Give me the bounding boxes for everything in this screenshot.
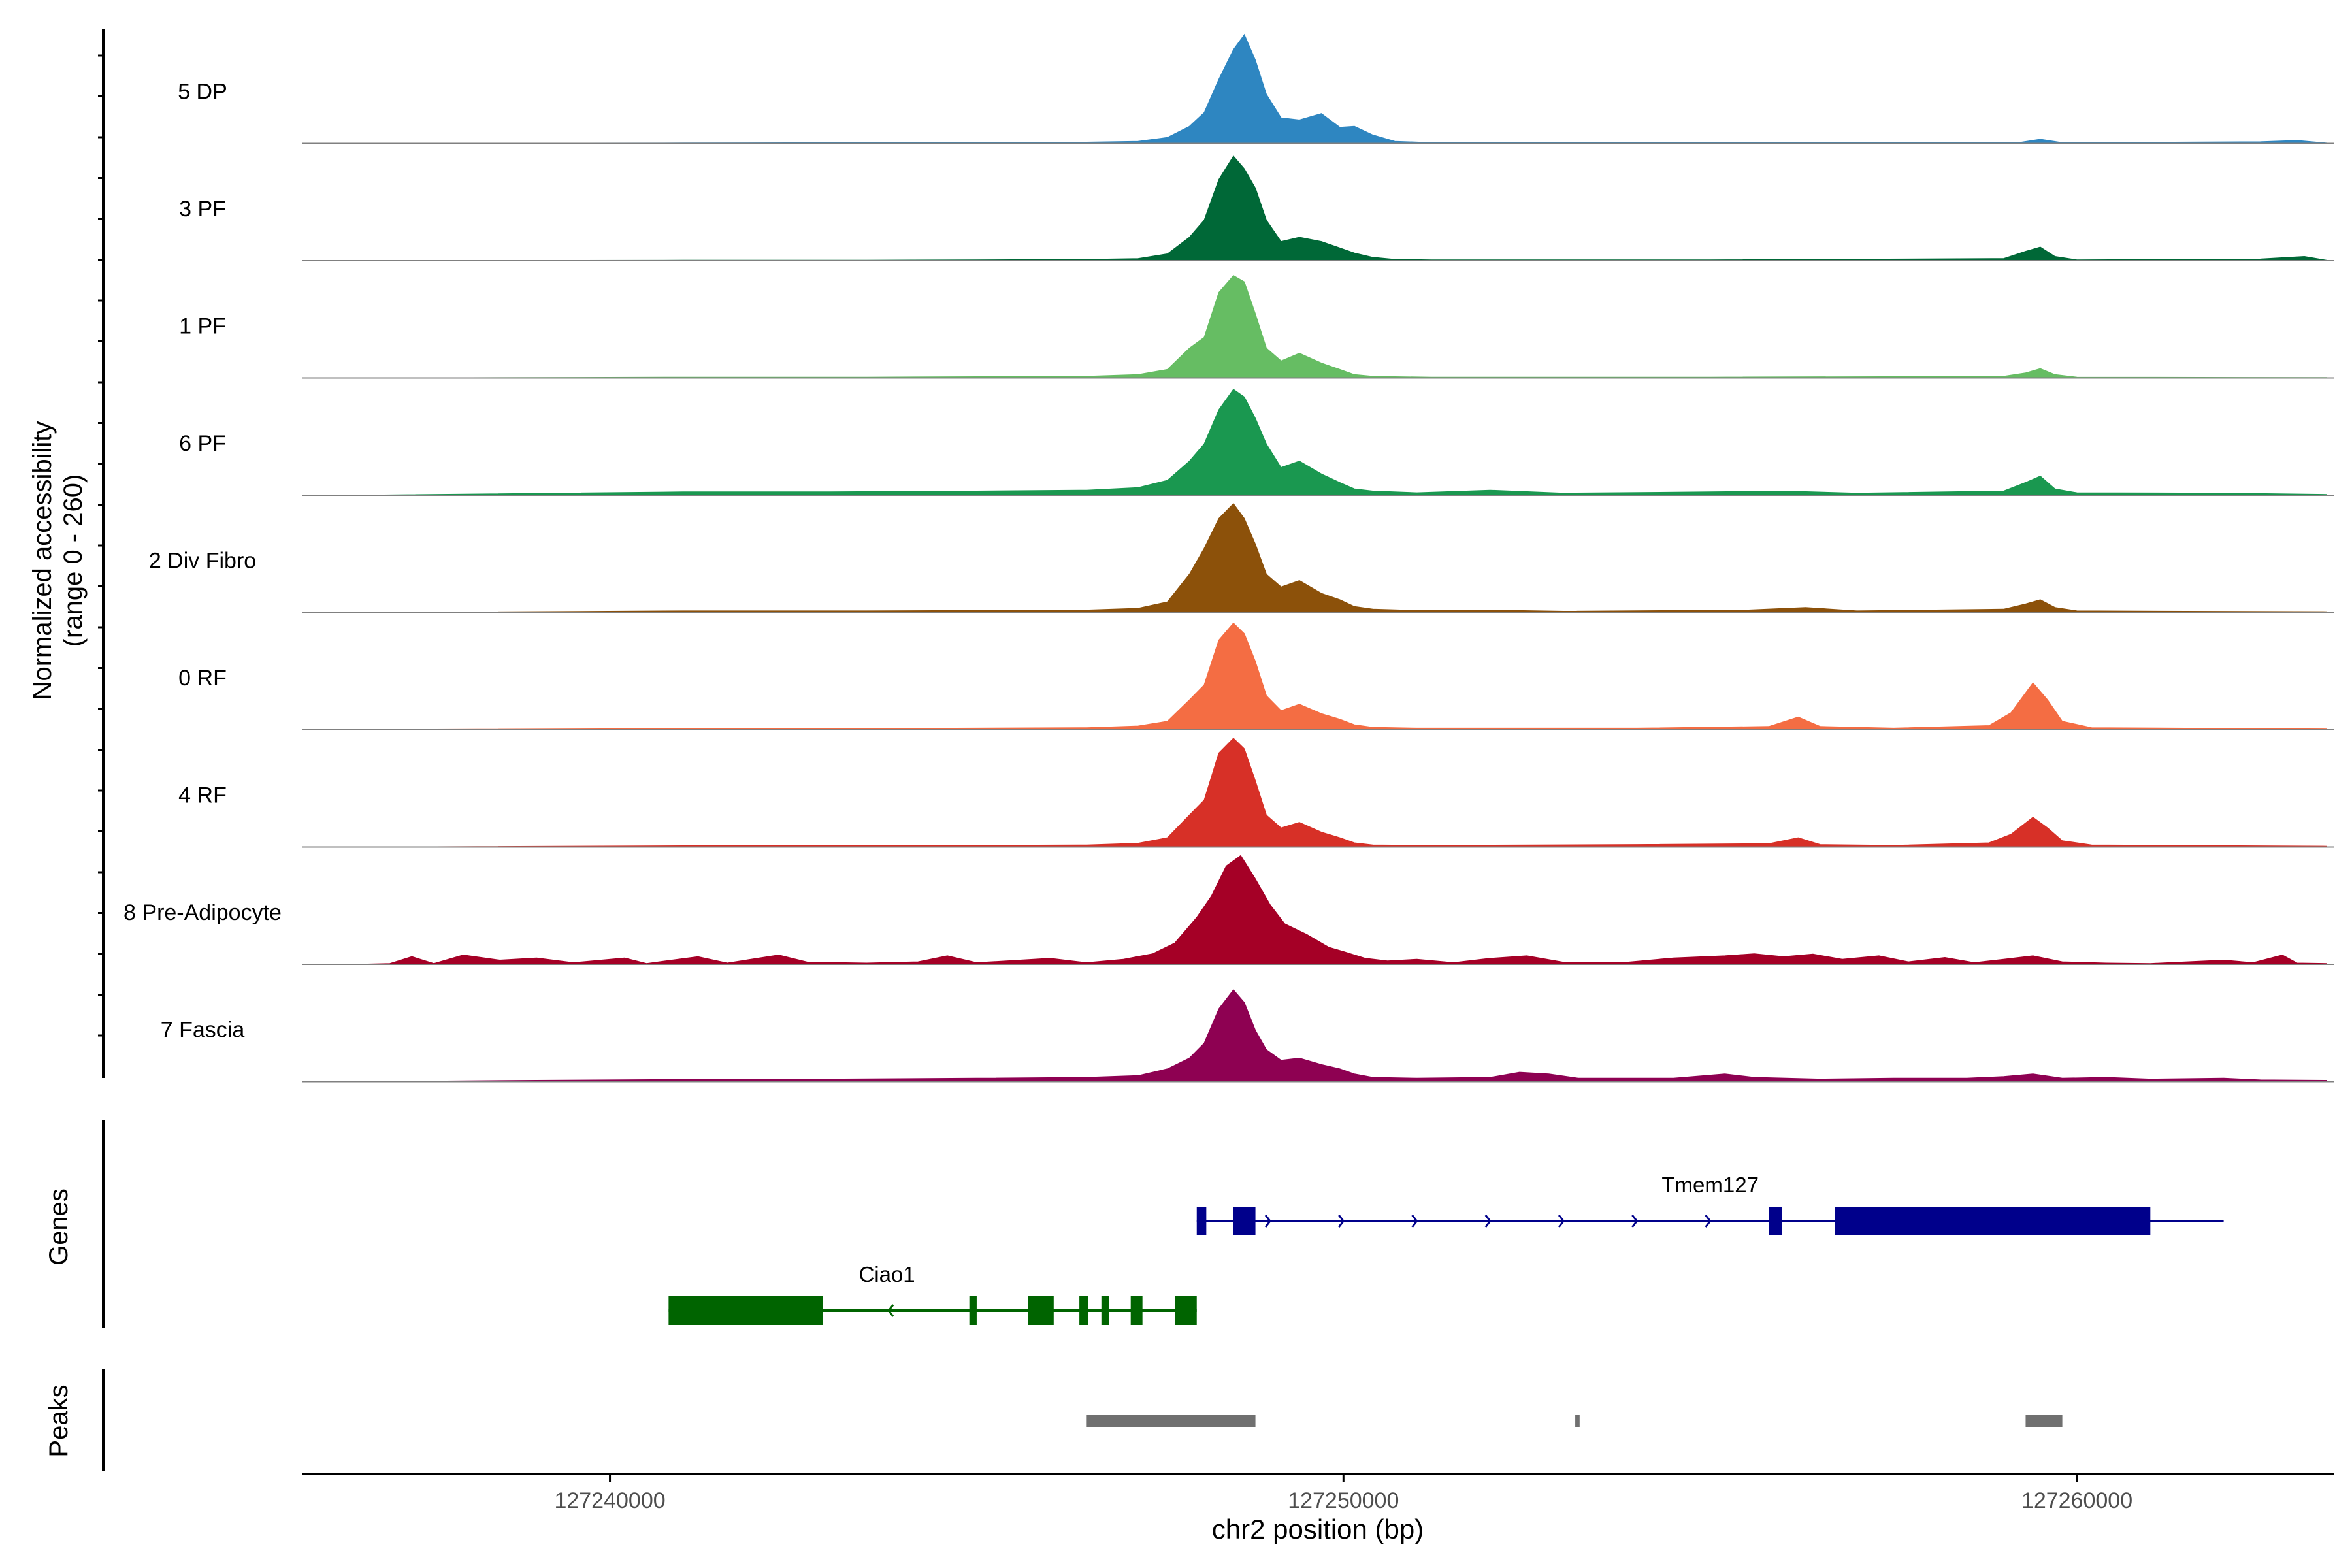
gene-exon bbox=[1769, 1207, 1782, 1235]
strand-arrow bbox=[1631, 1215, 1639, 1228]
gene-label: Tmem127 bbox=[1661, 1173, 1759, 1197]
track-label: 1 PF bbox=[179, 314, 226, 339]
coverage-area bbox=[353, 274, 2327, 378]
gene-exon bbox=[1233, 1207, 1256, 1235]
peak-region bbox=[1086, 1415, 1256, 1427]
gene-exon bbox=[668, 1296, 823, 1325]
y-axis-ticks bbox=[98, 54, 103, 1037]
coverage-area bbox=[353, 622, 2327, 730]
x-axis-ticks: 127240000 127250000 127260000 bbox=[554, 1474, 2132, 1513]
track-0-rf: 0 RF bbox=[178, 622, 2334, 730]
track-2-div-fibro: 2 Div Fibro bbox=[149, 503, 2334, 613]
strand-arrow bbox=[1338, 1215, 1345, 1228]
track-label: 2 Div Fibro bbox=[149, 549, 256, 574]
peaks-axis-label: Peaks bbox=[44, 1384, 73, 1457]
strand-arrow bbox=[1484, 1215, 1492, 1228]
track-7-fascia: 7 Fascia bbox=[161, 989, 2334, 1083]
gene-exon bbox=[1101, 1296, 1109, 1325]
strand-arrow bbox=[887, 1304, 894, 1317]
x-tick-label: 127240000 bbox=[554, 1488, 665, 1513]
coverage-area bbox=[353, 389, 2327, 496]
coverage-area bbox=[353, 855, 2327, 965]
y-axis-label-line2: (range 0 - 260) bbox=[59, 474, 88, 647]
coverage-area bbox=[353, 989, 2327, 1082]
gene-ciao1: Ciao1 bbox=[668, 1262, 1197, 1325]
x-axis-label: chr2 position (bp) bbox=[1212, 1514, 1424, 1544]
x-tick-label: 127260000 bbox=[2021, 1488, 2132, 1513]
gene-exon bbox=[1835, 1207, 2151, 1235]
gene-exon bbox=[1028, 1296, 1054, 1325]
gene-label: Ciao1 bbox=[858, 1262, 915, 1286]
genes-panel: Tmem127 Ciao1 bbox=[668, 1173, 2224, 1325]
track-label: 5 DP bbox=[178, 80, 227, 105]
track-5-dp: 5 DP bbox=[178, 33, 2334, 144]
coverage-area bbox=[353, 503, 2327, 613]
coverage-area bbox=[353, 738, 2327, 847]
peak-region bbox=[1575, 1415, 1580, 1427]
track-label: 6 PF bbox=[179, 431, 226, 456]
x-tick-label: 127250000 bbox=[1288, 1488, 1399, 1513]
strand-arrow bbox=[1705, 1215, 1712, 1228]
track-8-pre-adipocyte: 8 Pre-Adipocyte bbox=[123, 855, 2334, 965]
strand-arrow bbox=[1264, 1215, 1271, 1228]
strand-arrow bbox=[1558, 1215, 1565, 1228]
gene-exon bbox=[969, 1296, 977, 1325]
track-3-pf: 3 PF bbox=[179, 155, 2334, 261]
track-label: 3 PF bbox=[179, 197, 226, 221]
genes-axis-label: Genes bbox=[44, 1188, 73, 1266]
track-1-pf: 1 PF bbox=[179, 274, 2334, 379]
coverage-area bbox=[353, 155, 2327, 261]
track-label: 4 RF bbox=[178, 783, 227, 808]
coverage-tracks: 5 DP 3 PF 1 PF 6 PF 2 Div Fibro 0 RF 4 RF 8 Pre… bbox=[123, 33, 2334, 1083]
track-label: 8 Pre-Adipocyte bbox=[123, 900, 282, 925]
track-6-pf: 6 PF bbox=[179, 389, 2334, 496]
gene-exon bbox=[1196, 1207, 1207, 1235]
track-4-rf: 4 RF bbox=[178, 738, 2334, 848]
y-axis-label-line1: Normalized accessibility bbox=[28, 421, 57, 700]
gene-exon bbox=[1175, 1296, 1197, 1325]
peak-region bbox=[2025, 1415, 2063, 1427]
peaks-panel bbox=[1086, 1415, 2063, 1427]
gene-tmem127: Tmem127 bbox=[1196, 1173, 2224, 1235]
strand-arrow bbox=[1411, 1215, 1418, 1228]
gene-exon bbox=[1079, 1296, 1088, 1325]
gene-exon bbox=[1130, 1296, 1143, 1325]
coverage-area bbox=[353, 33, 2327, 144]
track-label: 7 Fascia bbox=[161, 1018, 245, 1043]
track-label: 0 RF bbox=[178, 666, 227, 691]
